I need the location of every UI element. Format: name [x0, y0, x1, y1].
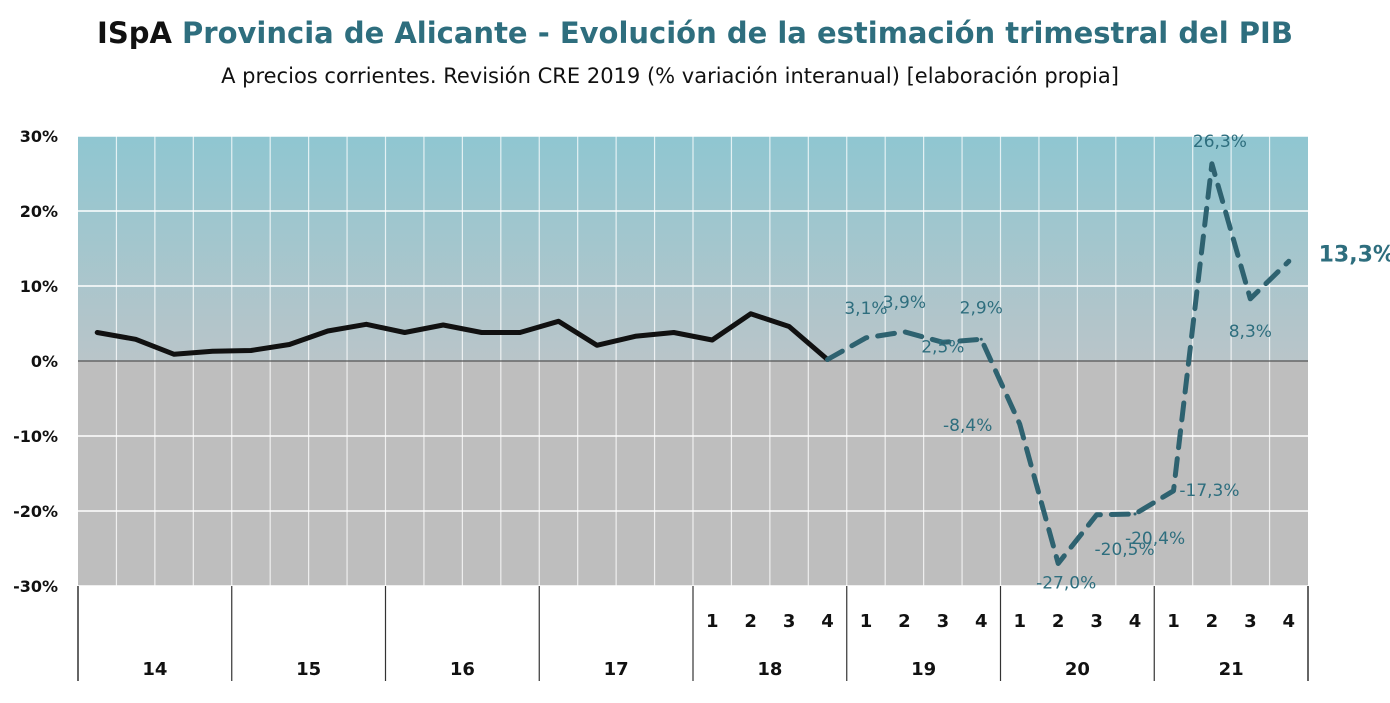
series-line-actual: [94, 311, 830, 362]
year-label: 15: [296, 659, 321, 680]
data-label: 8,3%: [1229, 322, 1272, 342]
brand-label: ISpA: [97, 16, 172, 50]
data-label: -27,0%: [1036, 574, 1096, 594]
quarter-label: 4: [821, 611, 834, 632]
year-label: 21: [1219, 659, 1244, 680]
data-point: [441, 323, 445, 327]
quarter-label: 3: [937, 611, 950, 632]
quarter-label: 3: [783, 611, 796, 632]
quarter-label: 3: [1244, 611, 1257, 632]
year-label: 19: [911, 659, 936, 680]
quarter-label: 2: [744, 611, 757, 632]
data-point: [1018, 422, 1022, 426]
y-tick-label: -20%: [13, 502, 58, 521]
data-point: [134, 337, 138, 341]
quarter-label: 2: [1052, 611, 1065, 632]
year-label: 20: [1065, 659, 1090, 680]
data-point: [672, 331, 676, 334]
data-point: [1210, 162, 1214, 166]
data-label: -8,4%: [943, 416, 992, 436]
data-point: [826, 358, 830, 361]
data-label: 2,5%: [921, 337, 964, 357]
quarter-label: 4: [1283, 611, 1296, 632]
y-tick-label: 20%: [20, 202, 58, 221]
data-point: [902, 330, 906, 334]
data-point: [287, 343, 291, 346]
title-text: Provincia de Alicante - Evolución de la …: [182, 16, 1293, 50]
data-label: 2,9%: [960, 298, 1003, 318]
data-point: [211, 349, 215, 353]
data-point: [364, 322, 368, 326]
data-label: -17,3%: [1179, 481, 1239, 501]
data-point: [403, 331, 407, 334]
data-point: [480, 331, 484, 334]
y-tick-label: 30%: [20, 127, 58, 146]
data-point: [172, 352, 176, 356]
quarter-label: 4: [975, 611, 988, 632]
chart-title: ISpA Provincia de Alicante - Evolución d…: [0, 16, 1390, 50]
data-point: [1133, 512, 1137, 516]
data-point: [1095, 513, 1099, 517]
data-point: [1171, 489, 1175, 493]
data-label: -20,5%: [1095, 540, 1155, 560]
data-point: [787, 325, 791, 328]
data-label: 3,9%: [883, 293, 926, 313]
year-label: 17: [604, 659, 629, 680]
quarter-label: 2: [898, 611, 911, 632]
data-point: [326, 329, 330, 333]
quarter-label: 1: [1167, 611, 1180, 632]
data-point: [1287, 259, 1291, 263]
data-point: [595, 343, 599, 347]
quarter-label: 4: [1129, 611, 1142, 632]
data-label: 13,3%: [1319, 242, 1390, 267]
y-tick-label: -10%: [13, 427, 58, 446]
quarter-label: 1: [706, 611, 719, 632]
quarter-label: 3: [1090, 611, 1103, 632]
data-point: [710, 338, 714, 342]
quarter-label: 2: [1206, 611, 1219, 632]
year-label: 18: [757, 659, 782, 680]
data-point: [1248, 297, 1252, 301]
data-point: [556, 319, 560, 323]
year-label: 14: [142, 659, 167, 680]
data-point: [518, 331, 522, 334]
data-point: [864, 336, 868, 340]
data-label: -20,4%: [1125, 529, 1185, 549]
y-tick-label: 10%: [20, 277, 58, 296]
chart-subtitle: A precios corrientes. Revisión CRE 2019 …: [221, 64, 1119, 88]
data-point: [749, 312, 753, 316]
data-point: [979, 337, 983, 341]
y-tick-label: 0%: [31, 352, 58, 371]
data-point: [941, 340, 945, 344]
quarter-label: 1: [860, 611, 873, 632]
quarter-label: 1: [1013, 611, 1026, 632]
y-tick-label: -30%: [13, 577, 58, 596]
data-point: [633, 334, 637, 338]
data-point: [249, 349, 253, 352]
data-point: [95, 331, 99, 334]
data-label: 26,3%: [1193, 132, 1247, 152]
data-label: 3,1%: [844, 299, 887, 319]
year-label: 16: [450, 659, 475, 680]
data-point: [1056, 562, 1060, 565]
